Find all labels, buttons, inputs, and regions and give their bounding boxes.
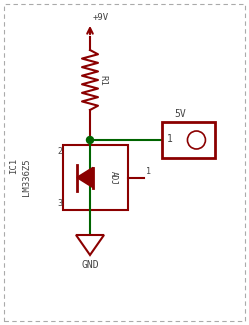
Text: 1: 1 (146, 167, 151, 176)
Text: R1: R1 (99, 75, 108, 85)
Text: LM336Z5: LM336Z5 (21, 159, 30, 196)
Text: 2: 2 (57, 147, 62, 156)
Text: +9V: +9V (93, 13, 109, 22)
Polygon shape (77, 167, 93, 188)
Circle shape (187, 131, 205, 149)
Polygon shape (76, 235, 104, 255)
Text: GND: GND (81, 260, 99, 270)
Bar (63, 145, 128, 210)
Bar (162, 122, 215, 158)
Circle shape (86, 136, 94, 144)
Text: ADJ: ADJ (109, 171, 118, 185)
Text: IC1: IC1 (9, 157, 18, 174)
Text: 3: 3 (57, 199, 62, 208)
Text: 5V: 5V (174, 109, 186, 119)
Text: 1: 1 (167, 134, 173, 144)
